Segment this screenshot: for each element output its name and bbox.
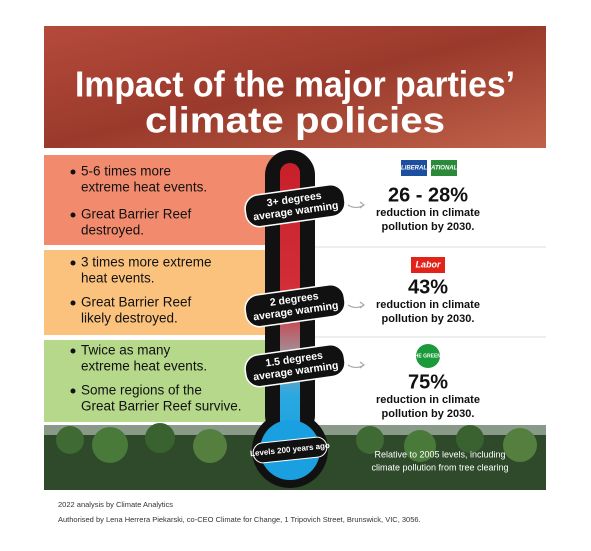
bullet-text: Great Barrier Reef — [81, 207, 192, 222]
bullet-text: extreme heat events. — [81, 180, 207, 195]
pill-bg — [244, 283, 346, 328]
title: Impact of the major parties’ — [75, 64, 515, 105]
bullet-text: destroyed. — [81, 223, 144, 238]
bullet-text: Great Barrier Reef survive. — [81, 399, 242, 414]
party-name: NATIONALS — [427, 166, 462, 172]
result-text: pollution by 2030. — [382, 221, 475, 233]
result-text: reduction in climate — [376, 394, 480, 406]
party-logo — [431, 160, 457, 176]
footer: Authorised by Lena Herrera Piekarski, co… — [58, 515, 421, 524]
bullet-text: extreme heat events. — [81, 359, 207, 374]
result-text: reduction in climate — [376, 299, 480, 311]
bullet-text: 5-6 times more — [81, 164, 171, 179]
bullet-dot — [70, 300, 76, 306]
party-logo — [416, 344, 440, 368]
header-bg — [44, 26, 546, 148]
note: Relative to 2005 levels, including — [374, 449, 505, 459]
footer: 2022 analysis by Climate Analytics — [58, 500, 173, 509]
bullet-text: 3 times more extreme — [81, 255, 212, 270]
party-logo — [411, 257, 445, 273]
party-name: LIBERAL — [401, 166, 427, 172]
party-logo — [401, 160, 427, 176]
bullet-text: Twice as many — [81, 343, 171, 358]
arrow — [347, 361, 365, 369]
pill-bg — [252, 436, 328, 464]
pill-bg — [244, 343, 346, 388]
bullet-text: heat events. — [81, 271, 155, 286]
result: 26 - 28% — [388, 184, 468, 206]
party-name: THE GREENS — [412, 353, 445, 359]
bullet-text: likely destroyed. — [81, 311, 178, 326]
result: 43% — [408, 276, 448, 298]
bulb-pill: Levels 200 years ago — [250, 436, 330, 464]
note: climate pollution from tree clearing — [371, 462, 508, 472]
result-text: pollution by 2030. — [382, 408, 475, 420]
pill-bg — [244, 183, 346, 228]
party-name: Labor — [415, 259, 440, 269]
result-text: pollution by 2030. — [382, 313, 475, 325]
bullet-text: Some regions of the — [81, 383, 202, 398]
title: climate policies — [145, 100, 445, 141]
result-text: reduction in climate — [376, 207, 480, 219]
bullet-dot — [70, 169, 76, 175]
bullet-dot — [70, 348, 76, 354]
result: 75% — [408, 371, 448, 393]
bullet-dot — [70, 388, 76, 394]
bullet-text: Great Barrier Reef — [81, 295, 192, 310]
bullet-dot — [70, 260, 76, 266]
arrow — [347, 301, 365, 309]
bullet-dot — [70, 212, 76, 218]
arrow — [347, 201, 365, 209]
